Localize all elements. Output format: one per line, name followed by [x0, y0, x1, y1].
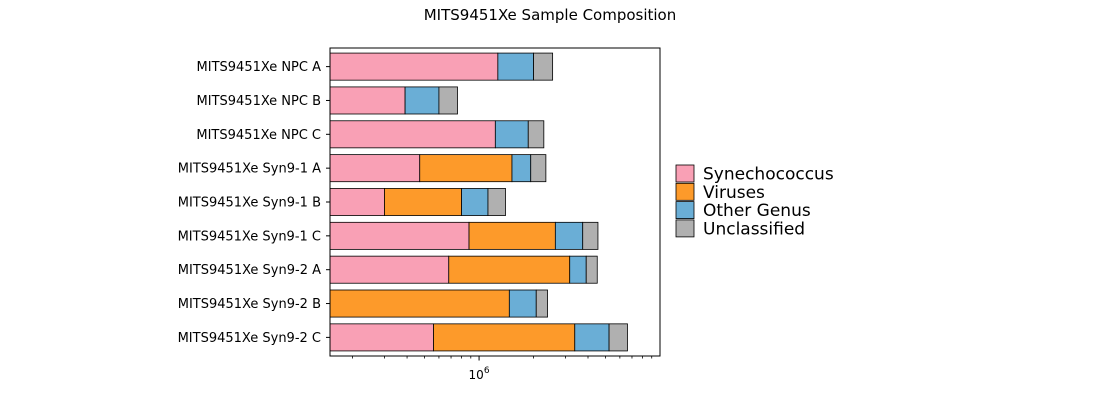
- bar-mits9451xe-syn9-1-a-synechococcus: [329, 154, 421, 183]
- bar-mits9451xe-syn9-1-c-other-genus: [554, 221, 584, 250]
- bar-mits9451xe-syn9-1-c-viruses: [468, 221, 556, 250]
- legend-label-viruses: Viruses: [703, 183, 765, 203]
- bar-mits9451xe-syn9-2-b-other-genus: [508, 289, 537, 318]
- bar-mits9451xe-npc-a-unclassified: [533, 52, 554, 81]
- legend-swatch-other-genus: [675, 201, 695, 220]
- x-axis-ticks: 106: [352, 356, 653, 382]
- y-tick-label: MITS9451Xe Syn9-1 A: [178, 162, 321, 177]
- bar-mits9451xe-syn9-2-c-synechococcus: [329, 323, 434, 352]
- bar-mits9451xe-npc-b-other-genus: [404, 86, 440, 115]
- bar-mits9451xe-syn9-1-b-other-genus: [461, 188, 489, 216]
- legend-label-unclassified: Unclassified: [703, 219, 805, 239]
- legend-label-synechococcus: Synechococcus: [703, 165, 834, 185]
- bar-mits9451xe-syn9-2-a-other-genus: [569, 255, 587, 284]
- bar-mits9451xe-syn9-1-a-viruses: [419, 154, 513, 183]
- bar-mits9451xe-npc-c-synechococcus: [329, 120, 496, 149]
- x-tick-exponent: 6: [484, 366, 490, 376]
- bar-mits9451xe-syn9-2-a-synechococcus: [329, 255, 450, 284]
- bar-mits9451xe-syn9-1-a-other-genus: [511, 154, 532, 183]
- bar-mits9451xe-syn9-2-a-unclassified: [585, 255, 598, 284]
- x-tick-base: 10: [469, 368, 484, 382]
- bar-mits9451xe-syn9-1-b-unclassified: [487, 188, 506, 216]
- bar-mits9451xe-syn9-1-c-synechococcus: [329, 221, 470, 250]
- x-tick-label: 106: [469, 366, 490, 382]
- y-tick-label: MITS9451Xe Syn9-2 B: [178, 297, 321, 312]
- legend-label-other-genus: Other Genus: [703, 201, 811, 221]
- bar-mits9451xe-syn9-2-c-unclassified: [608, 323, 628, 352]
- legend-swatch-unclassified: [675, 219, 695, 238]
- y-tick-label: MITS9451Xe NPC C: [196, 128, 321, 143]
- y-tick-label: MITS9451Xe Syn9-1 B: [178, 196, 321, 211]
- bar-mits9451xe-npc-b-synechococcus: [329, 86, 406, 115]
- bar-mits9451xe-syn9-2-c-viruses: [433, 323, 576, 352]
- y-axis-labels: MITS9451Xe NPC A MITS9451Xe NPC B MITS9451…: [178, 60, 330, 346]
- bar-mits9451xe-syn9-2-b-viruses: [329, 289, 510, 318]
- bar-mits9451xe-syn9-2-c-other-genus: [574, 323, 610, 352]
- bar-mits9451xe-syn9-1-a-unclassified: [530, 154, 547, 183]
- y-tick-label: MITS9451Xe Syn9-2 C: [178, 331, 321, 346]
- y-tick-label: MITS9451Xe NPC A: [197, 60, 322, 75]
- bar-mits9451xe-syn9-2-a-viruses: [448, 255, 571, 284]
- chart-title: MITS9451Xe Sample Composition: [424, 6, 677, 24]
- bar-mits9451xe-npc-b-unclassified: [438, 86, 458, 115]
- bar-mits9451xe-npc-a-synechococcus: [329, 52, 499, 81]
- y-tick-label: MITS9451Xe Syn9-2 A: [178, 263, 321, 278]
- bar-mits9451xe-syn9-1-c-unclassified: [582, 221, 599, 250]
- bar-mits9451xe-npc-c-unclassified: [527, 120, 545, 149]
- bar-mits9451xe-syn9-1-b-synechococcus: [329, 188, 385, 216]
- bar-mits9451xe-npc-a-other-genus: [497, 52, 534, 81]
- y-tick-label: MITS9451Xe NPC B: [197, 94, 321, 109]
- bar-mits9451xe-npc-c-other-genus: [494, 120, 529, 149]
- bar-mits9451xe-syn9-1-b-viruses: [384, 188, 462, 216]
- bar-mits9451xe-syn9-2-b-unclassified: [535, 289, 548, 318]
- bars-layer: [329, 52, 628, 352]
- legend-swatch-viruses: [675, 182, 695, 201]
- legend-swatch-synechococcus: [675, 164, 695, 183]
- y-tick-label: MITS9451Xe Syn9-1 C: [178, 229, 321, 244]
